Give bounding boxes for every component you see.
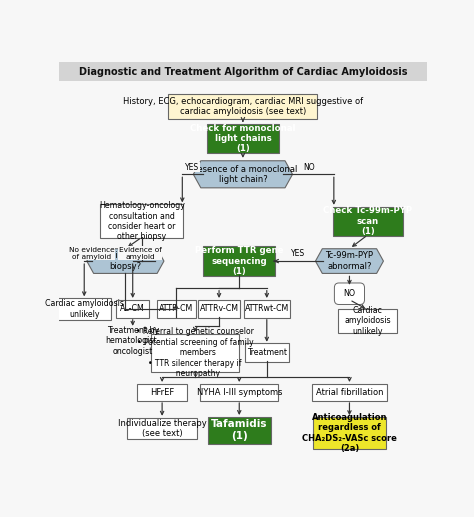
FancyBboxPatch shape: [137, 384, 187, 401]
Polygon shape: [87, 249, 164, 273]
Text: Check for monoclonal
light chains
(1): Check for monoclonal light chains (1): [190, 124, 296, 154]
Text: Tc-99m-PYP
abnormal?: Tc-99m-PYP abnormal?: [326, 251, 374, 271]
Text: Presence of a monoclonal
light chain?: Presence of a monoclonal light chain?: [189, 164, 297, 184]
FancyBboxPatch shape: [245, 343, 289, 362]
Polygon shape: [316, 249, 383, 273]
Text: Tafamidis
(1): Tafamidis (1): [211, 419, 267, 441]
FancyBboxPatch shape: [168, 94, 318, 119]
Polygon shape: [193, 161, 292, 188]
Text: Cardiac amyloidosis
unlikely: Cardiac amyloidosis unlikely: [45, 299, 124, 318]
FancyBboxPatch shape: [207, 124, 279, 153]
Text: NO: NO: [343, 289, 356, 298]
Text: Individualize therapy
(see text): Individualize therapy (see text): [118, 419, 207, 438]
FancyBboxPatch shape: [208, 417, 271, 444]
Text: • Referral to genetic counselor
• Potential screening of family
  members
• TTR : • Referral to genetic counselor • Potent…: [136, 327, 254, 378]
FancyBboxPatch shape: [116, 300, 149, 318]
Text: NO: NO: [303, 163, 314, 172]
Text: Cardiac
amyloidosis
unlikely: Cardiac amyloidosis unlikely: [345, 306, 391, 336]
Text: NYHA I-III symptoms: NYHA I-III symptoms: [197, 388, 282, 397]
Text: Atrial fibrillation: Atrial fibrillation: [316, 388, 383, 397]
FancyBboxPatch shape: [201, 384, 278, 401]
FancyBboxPatch shape: [203, 247, 275, 276]
Text: YES: YES: [185, 163, 200, 172]
FancyBboxPatch shape: [57, 298, 111, 320]
FancyBboxPatch shape: [338, 309, 397, 333]
Text: History, ECG, echocardiogram, cardiac MRI suggestive of
cardiac amyloidosis (see: History, ECG, echocardiogram, cardiac MR…: [123, 97, 363, 116]
Text: Treatment by
hematologist-
oncologist: Treatment by hematologist- oncologist: [106, 326, 160, 356]
Text: Perform TTR gene
sequencing
(1): Perform TTR gene sequencing (1): [195, 246, 283, 276]
Text: ATTRv-CM: ATTRv-CM: [200, 305, 238, 313]
Text: ATTRwt-CM: ATTRwt-CM: [245, 305, 289, 313]
FancyBboxPatch shape: [100, 204, 183, 238]
Text: Diagnostic and Treatment Algorithm of Cardiac Amyloidosis: Diagnostic and Treatment Algorithm of Ca…: [79, 67, 407, 77]
FancyBboxPatch shape: [127, 418, 197, 439]
FancyBboxPatch shape: [312, 417, 386, 449]
Text: Evidence of
amyloid: Evidence of amyloid: [118, 247, 162, 260]
Text: Treatment: Treatment: [247, 348, 287, 357]
FancyBboxPatch shape: [311, 384, 387, 401]
FancyBboxPatch shape: [59, 62, 427, 81]
Text: No evidence
of amyloid: No evidence of amyloid: [69, 247, 115, 260]
Text: AL-CM: AL-CM: [120, 305, 145, 313]
FancyBboxPatch shape: [156, 300, 196, 318]
FancyBboxPatch shape: [151, 333, 239, 372]
FancyBboxPatch shape: [244, 300, 290, 318]
FancyBboxPatch shape: [334, 283, 365, 305]
Text: Check Tc-99m-PYP
scan
(1): Check Tc-99m-PYP scan (1): [323, 206, 412, 236]
Text: HFrEF: HFrEF: [150, 388, 174, 397]
Text: ATTR-CM: ATTR-CM: [159, 305, 193, 313]
Text: Hematology-oncology
consultation and
consider heart or
other biopsy: Hematology-oncology consultation and con…: [99, 201, 185, 241]
Text: YES: YES: [292, 249, 306, 258]
Text: Amyloid on heart
biopsy?: Amyloid on heart biopsy?: [89, 251, 162, 271]
FancyBboxPatch shape: [198, 300, 240, 318]
FancyBboxPatch shape: [333, 207, 403, 236]
Text: Anticoagulation
regardless of
CHA₂DS₂-VASc score
(2a): Anticoagulation regardless of CHA₂DS₂-VA…: [302, 413, 397, 453]
